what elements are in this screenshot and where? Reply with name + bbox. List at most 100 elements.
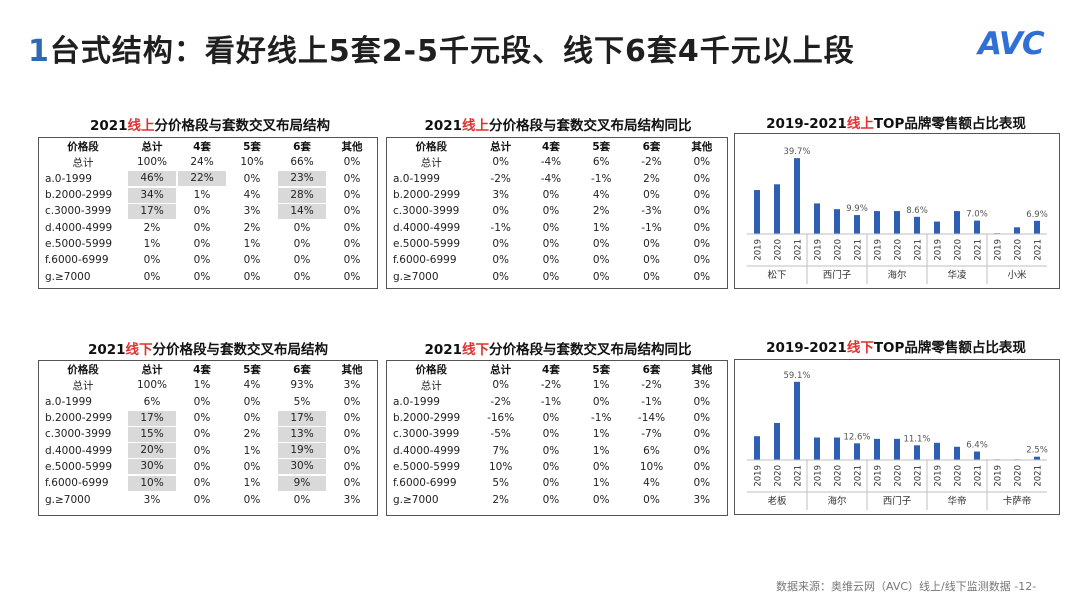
table-cell: 17% [127,203,177,219]
bar [934,221,940,234]
table-cell: 0% [542,493,560,506]
x-tick-label: 2019 [754,239,764,261]
offline-chart-title: 2019-2021线下TOP品牌零售额占比表现 [766,340,1026,356]
row-label: b.2000-2999 [45,189,113,202]
table-cell: 0% [193,205,211,218]
online-chart-title: 2019-2021线上TOP品牌零售额占比表现 [766,116,1026,132]
table-cell: 0% [343,189,361,202]
highlighted-value: 30% [278,459,326,475]
highlighted-value: 20% [128,443,176,459]
row-label: b.2000-2999 [45,412,113,425]
x-tick-label: 2020 [894,465,904,487]
row-label: a.0-1999 [393,172,440,185]
table-cell: -1% [641,221,662,234]
table-row: a.0-1999 -2% -1% 0% -1% 0% [387,394,727,410]
table-cell: 0% [193,428,211,441]
table-cell: 0% [592,254,610,267]
table-row: e.5000-5999 0% 0% 0% 0% 0% [387,236,727,252]
table-cell: 0% [343,460,361,473]
column-header: 5套 [592,140,611,153]
highlighted-value: 9% [278,475,326,491]
table-cell: 0% [542,254,560,267]
table-cell: 0% [293,270,311,283]
bar [754,190,760,234]
x-tick-label: 2020 [774,465,784,487]
table-cell: -2% [641,156,662,169]
table-cell: 0% [193,221,211,234]
table-cell: 7% [492,444,509,457]
table-cell: 3% [693,493,711,506]
table-cell: 0% [243,412,261,425]
row-label: 总计 [72,379,94,392]
bar [794,158,800,234]
table-cell: 9% [277,475,327,491]
bar [754,436,760,460]
data-label: 12.6% [843,432,870,442]
table-cell: 0% [343,270,361,283]
table-cell: 0% [193,270,211,283]
table-cell: 1% [193,189,211,202]
table-cell: 0% [693,237,711,250]
table-cell: 0% [193,412,211,425]
table-cell: 1% [592,477,610,490]
x-tick-label: 2021 [854,465,864,487]
table-cell: 0% [143,254,161,267]
row-label: f.6000-6999 [393,254,457,267]
table-row: d.4000-4999 -1% 0% 1% -1% 0% [387,219,727,235]
table-cell: 46% [127,171,177,187]
table-cell: 0% [293,221,311,234]
row-label: g.≥7000 [393,270,439,283]
table-cell: 13% [277,426,327,442]
x-tick-label: 2019 [934,465,944,487]
table-cell: 34% [127,187,177,203]
table-cell: 0% [343,237,361,250]
table-row: g.≥7000 0% 0% 0% 0% 0% [39,268,377,284]
row-label: a.0-1999 [45,172,92,185]
table-cell: 0% [643,254,660,267]
column-header: 其他 [691,140,713,153]
column-header: 其他 [691,363,713,376]
title-number: 1 [28,34,50,69]
offline-table-title: 2021线下分价格段与套数交叉布局结构 [87,342,329,358]
table-row: b.2000-2999 -16% 0% -1% -14% 0% [387,410,727,426]
column-header: 总计 [490,363,512,376]
row-label: f.6000-6999 [45,254,109,267]
x-tick-label: 2020 [834,239,844,261]
table-cell: 2% [243,221,261,234]
table-cell: 0% [693,156,711,169]
column-header: 其他 [341,363,363,376]
table-cell: 0% [492,379,509,392]
x-tick-label: 2019 [754,465,764,487]
table-cell: 5% [492,477,509,490]
table-row: f.6000-6999 0% 0% 0% 0% 0% [387,252,727,268]
data-label: 39.7% [783,147,810,157]
offline-yoy-table: 价格段 总计 4套 5套 6套 其他 总计 0% -2% 1% -2% 3% a.0-1999 -2% -1… [386,360,728,516]
table-cell: 30% [127,459,177,475]
table-cell: 0% [243,460,261,473]
table-cell: 0% [343,412,361,425]
table-cell: 0% [693,270,711,283]
table-cell: 93% [290,379,314,392]
table-row: e.5000-5999 30% 0% 0% 30% 0% [39,459,377,475]
table-cell: 0% [193,395,211,408]
row-label: e.5000-5999 [393,237,461,250]
table-cell: 0% [492,156,509,169]
bar [774,422,780,460]
table-row: c.3000-3999 17% 0% 3% 14% 0% [39,203,377,219]
table-cell: 2% [643,172,660,185]
x-tick-label: 2019 [814,239,824,261]
table-cell: 0% [193,237,211,250]
bar [954,211,960,234]
table-cell: 0% [143,270,161,283]
table-cell: 66% [290,156,314,169]
highlighted-value: 23% [278,171,326,187]
bar [834,209,840,234]
table-cell: 10% [639,460,664,473]
bar [914,445,920,460]
column-header: 6套 [293,363,311,376]
table-cell: -3% [641,205,662,218]
table-row: f.6000-6999 0% 0% 0% 0% 0% [39,252,377,268]
highlighted-value: 28% [278,187,326,203]
table-cell: 0% [193,254,211,267]
table-cell: 23% [277,171,327,187]
